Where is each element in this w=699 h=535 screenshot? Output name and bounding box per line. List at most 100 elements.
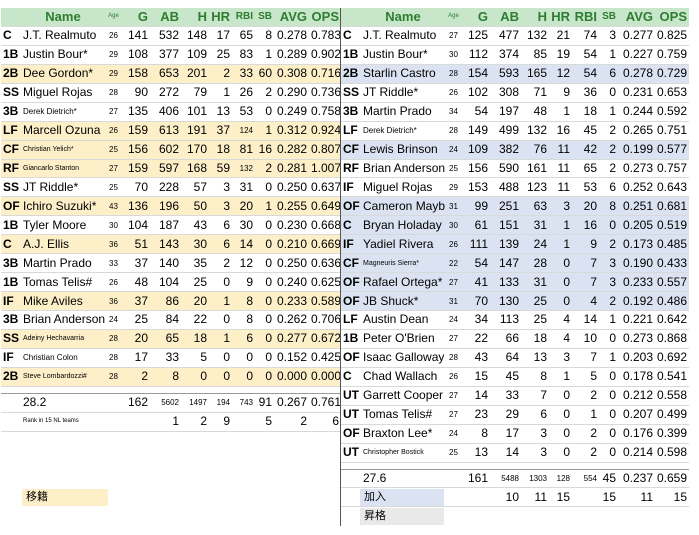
cell-hr: 4 [549, 310, 572, 330]
header-avg: AVG [274, 8, 309, 27]
cell-sb: 0 [255, 348, 274, 368]
cell-ab: 14 [490, 443, 521, 463]
cell-hr: 6 [209, 234, 232, 255]
cell-h: 63 [521, 196, 549, 217]
cell-g: 141 [122, 26, 150, 46]
cell-ab: 597 [150, 159, 181, 179]
cell-sb: 1 [255, 196, 274, 217]
cell-ab: 64 [490, 348, 521, 368]
cell-h: 43 [181, 215, 209, 236]
cell-avg: 0.203 [618, 348, 655, 368]
cell-pos: OF [341, 424, 361, 444]
cell-avg: 0.290 [274, 83, 309, 103]
cell-age: 31 [445, 196, 462, 217]
cell-avg: 0.255 [274, 196, 309, 217]
header-rbi: RBI [232, 8, 255, 27]
cell-pos: SS [1, 83, 21, 103]
cell-hr: 1 [549, 102, 572, 122]
cell-pos: SS [1, 329, 21, 349]
cell-rbi: 31 [232, 177, 255, 198]
cell-rbi: 26 [232, 83, 255, 103]
cell-age: 29 [105, 64, 122, 84]
cell-avg: 0.207 [618, 405, 655, 425]
cell-pos: OF [1, 196, 21, 217]
cell-ab: 113 [490, 310, 521, 330]
total-h: 1497 [181, 392, 209, 413]
header-hr: HR [209, 8, 232, 27]
cell-sb: 2 [255, 159, 274, 179]
cell-rbi: 65 [232, 26, 255, 46]
cell-pos: IF [1, 291, 21, 311]
cell-pos: 3B [341, 102, 361, 122]
cell-ab: 29 [490, 405, 521, 425]
total-ops: 0.659 [655, 468, 689, 489]
cell-hr: 3 [549, 196, 572, 217]
cell-age: 26 [105, 26, 122, 46]
cell-age: 31 [445, 291, 462, 311]
cell-ops: 0.643 [655, 177, 689, 198]
cell-ops: 0.729 [655, 64, 689, 84]
rank-ab: 1 [150, 412, 181, 432]
cell-ops: 0.399 [655, 424, 689, 444]
cell-g: 25 [122, 310, 150, 330]
cell-avg: 0.178 [618, 367, 655, 387]
table-row: C J.T. Realmuto 26 141 532 148 17 65 8 0.278 0.783 [1, 26, 341, 46]
cell-name: Garrett Cooper [361, 386, 445, 406]
cell-h: 25 [181, 272, 209, 293]
cell-avg: 0.252 [618, 177, 655, 198]
cell-avg: 0.240 [274, 272, 309, 293]
cell-avg: 0.308 [274, 64, 309, 84]
cell-pos [1, 412, 21, 432]
cell-h: 132 [521, 26, 549, 46]
cell-ab: 187 [150, 215, 181, 236]
cell-rbi: 16 [572, 215, 599, 236]
cell-age: 28 [445, 348, 462, 368]
cell-g: 90 [122, 83, 150, 103]
cell-ops: 0.668 [309, 215, 341, 236]
cell-age: 27 [445, 26, 462, 46]
cell-rbi: 7 [572, 348, 599, 368]
cell-ab: 84 [150, 310, 181, 330]
cell-g: 125 [462, 26, 490, 46]
cell-avg: 0.273 [618, 329, 655, 349]
cell-ab: 130 [490, 291, 521, 311]
cell-sb: 3 [599, 253, 618, 274]
cell-ops: 0.807 [309, 140, 341, 160]
cell-ops: 0.541 [655, 367, 689, 387]
cell-hr: 6 [209, 215, 232, 236]
table-row: IF Mike Aviles 36 37 86 20 1 8 0 0.233 0.589 [1, 291, 341, 311]
cell-sb: 0 [255, 329, 274, 349]
cell-sb: 2 [599, 121, 618, 141]
table-row: C A.J. Ellis 36 51 143 30 6 14 0 0.210 0.669 [1, 234, 341, 255]
cell-ops: 0.716 [309, 64, 341, 84]
cell-ops: 0.433 [655, 253, 689, 274]
cell-ops: 0.706 [309, 310, 341, 330]
cell-rbi: 18 [572, 102, 599, 122]
header-age: Age [445, 8, 462, 27]
cell-age: 27 [445, 272, 462, 293]
cell-h: 8 [521, 367, 549, 387]
cell-age: 26 [445, 367, 462, 387]
rank-row: Rank in 15 NL teams 1 2 9 5 2 6 [1, 412, 341, 432]
cell-h: 28 [521, 253, 549, 274]
cell-sb: 0 [255, 215, 274, 236]
cell-ops: 0.598 [655, 443, 689, 463]
cell-avg: 0.231 [618, 83, 655, 103]
legend-promoted: 昇格 [360, 508, 444, 525]
total-hr: 128 [549, 468, 572, 489]
cell-h: 191 [181, 121, 209, 141]
cell-age: 27 [445, 386, 462, 406]
cell-g: 109 [462, 140, 490, 160]
cell-g: 54 [462, 102, 490, 122]
total-ops: 0.761 [309, 392, 341, 413]
cell-hr: 1 [209, 329, 232, 349]
table-row: LF Derek Dietrich* 28 149 499 132 16 45 2 0.265 0.… [341, 121, 689, 141]
cell-avg: 0.262 [274, 310, 309, 330]
cell-avg: 0.277 [618, 26, 655, 46]
cell-h: 0 [181, 367, 209, 387]
cell-ops: 0.681 [655, 196, 689, 217]
table-row: 1B Justin Bour* 30 112 374 85 19 54 1 0.227 0.759 [341, 45, 689, 65]
cell-sb: 6 [599, 64, 618, 84]
cell-name: Lewis Brinson [361, 140, 445, 160]
cell-age: 30 [445, 215, 462, 236]
